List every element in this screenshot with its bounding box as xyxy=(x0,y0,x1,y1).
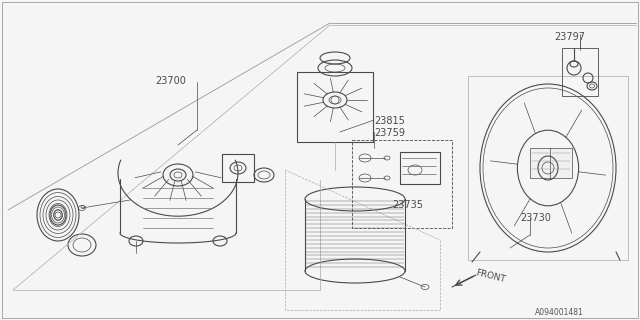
Bar xyxy=(468,76,628,260)
Bar xyxy=(562,48,598,96)
Text: A094001481: A094001481 xyxy=(535,308,584,317)
Text: 23759: 23759 xyxy=(374,128,405,138)
Bar xyxy=(400,152,440,184)
Text: 23700: 23700 xyxy=(155,76,186,86)
Text: 23815: 23815 xyxy=(374,116,405,126)
Text: 23797: 23797 xyxy=(554,32,585,42)
Text: 23735: 23735 xyxy=(392,200,423,210)
Bar xyxy=(550,148,572,178)
Text: 23730: 23730 xyxy=(520,213,551,223)
Text: FRONT: FRONT xyxy=(475,268,507,284)
Bar xyxy=(297,72,373,142)
Bar xyxy=(222,154,254,182)
Bar xyxy=(352,140,452,228)
Bar xyxy=(530,148,552,178)
